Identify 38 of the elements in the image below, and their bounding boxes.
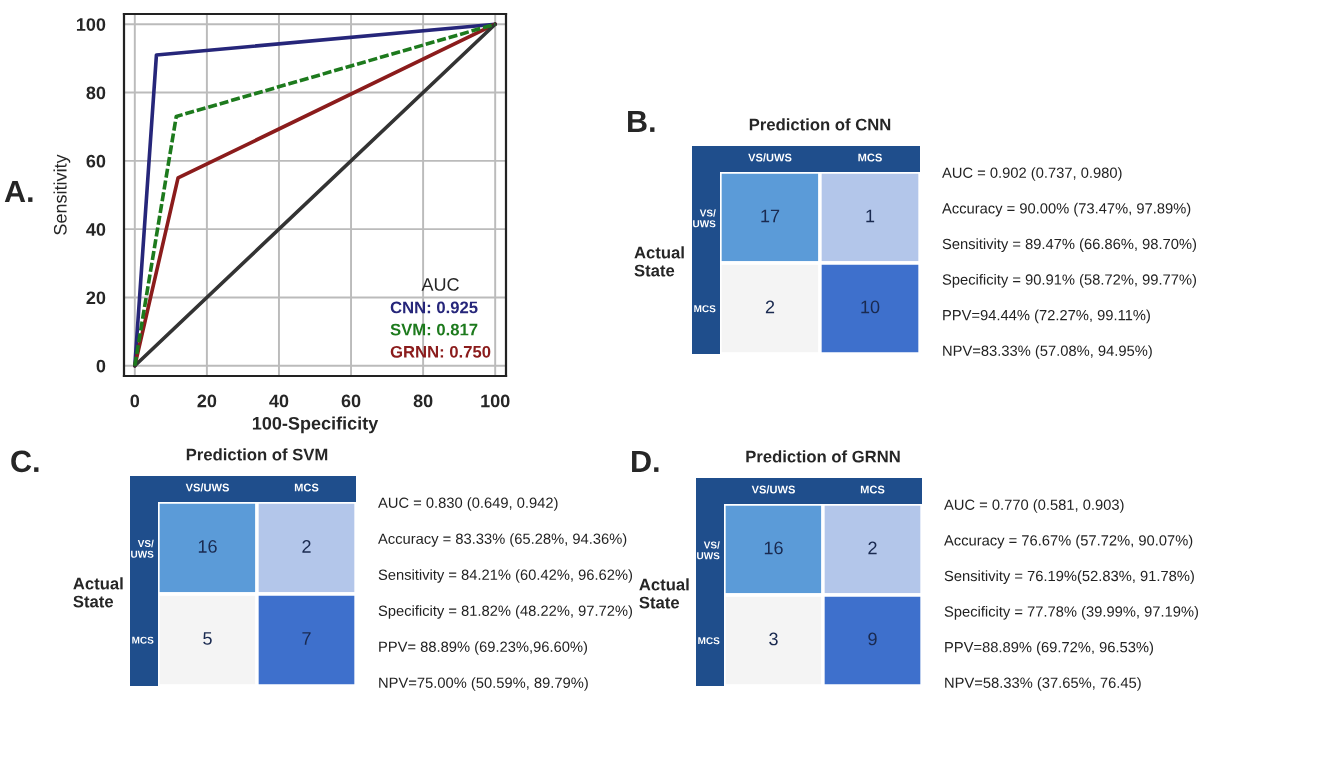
y-axis-title: Sensitivity bbox=[53, 154, 71, 235]
text: SVM: 0.817 bbox=[390, 323, 478, 336]
chart-title: Prediction of CNN bbox=[749, 118, 891, 131]
y-tick-label: 80 bbox=[86, 86, 106, 100]
data-label: 7 bbox=[302, 632, 311, 645]
data-label: 16 bbox=[198, 540, 217, 553]
x-tick-label: 60 bbox=[341, 394, 361, 408]
text: GRNN: 0.750 bbox=[390, 345, 491, 358]
data-label: 1 bbox=[866, 209, 875, 223]
data-label: 2 bbox=[868, 541, 877, 555]
x-tick-label: 80 bbox=[413, 394, 433, 408]
data-label: 2 bbox=[765, 300, 775, 314]
y-tick-label: 40 bbox=[86, 223, 106, 236]
data-label: 5 bbox=[203, 632, 212, 645]
chart-title: Prediction of GRNN bbox=[746, 450, 900, 463]
data-label: 2 bbox=[302, 540, 311, 553]
y-tick-label: 20 bbox=[86, 291, 106, 305]
data-label: 17 bbox=[761, 209, 780, 223]
data-label: 9 bbox=[868, 632, 877, 646]
chart-title: Prediction of SVM bbox=[186, 448, 328, 461]
text: CNN: 0.925 bbox=[390, 301, 478, 314]
y-tick-label: 0 bbox=[96, 359, 106, 373]
y-axis-title: Actual State bbox=[73, 577, 123, 608]
x-tick-label: 20 bbox=[197, 394, 217, 408]
y-tick-label: 100 bbox=[76, 18, 106, 31]
y-axis-title: Actual State bbox=[639, 578, 689, 609]
x-tick-label: 40 bbox=[269, 394, 289, 408]
text: C. bbox=[11, 450, 39, 473]
y-axis-title: Actual State bbox=[634, 246, 684, 277]
data-label: 16 bbox=[764, 541, 783, 555]
text: A. bbox=[4, 180, 33, 202]
data-label: 10 bbox=[861, 300, 880, 314]
data-label: 3 bbox=[769, 632, 778, 646]
legend-title: AUC bbox=[421, 278, 459, 291]
x-axis-title: 100-Specificity bbox=[252, 416, 379, 434]
x-tick-label: 100 bbox=[481, 394, 510, 408]
text: D. bbox=[632, 450, 659, 472]
text: B. bbox=[628, 110, 655, 132]
